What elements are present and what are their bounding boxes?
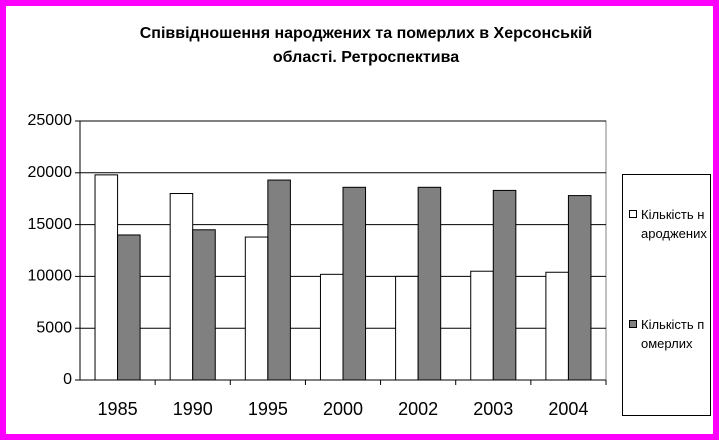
x-tick-label: 1995 [248, 399, 288, 419]
legend-swatch [629, 320, 637, 328]
x-tick-label: 2003 [473, 399, 513, 419]
legend: Кількість народжених Кількість померлих [622, 174, 711, 416]
legend-swatch [629, 210, 637, 218]
y-tick-label: 25000 [28, 112, 73, 129]
x-tick-label: 1985 [98, 399, 138, 419]
bar [342, 186, 367, 381]
legend-label: Кількість померлих [641, 317, 705, 351]
bar [244, 236, 269, 381]
legend-label: Кількість народжених [641, 207, 707, 241]
bar [117, 234, 141, 381]
y-tick-label: 10000 [28, 268, 73, 285]
x-tick-label: 2002 [398, 399, 438, 419]
bar [545, 271, 569, 381]
bar [319, 273, 344, 381]
legend-item: Кількість народжених [629, 205, 709, 243]
bar [169, 193, 194, 381]
bar [395, 275, 419, 381]
bar [192, 229, 216, 381]
chart-title: Співвідношення народжених та померлих в … [139, 25, 593, 66]
bar [94, 174, 119, 381]
y-tick-label: 5000 [36, 319, 72, 336]
bar [417, 186, 442, 381]
legend-item: Кількість померлих [629, 315, 709, 353]
y-tick-label: 15000 [28, 216, 73, 233]
bar [492, 189, 517, 381]
plot: 0 5000 10000 15000 20000 25000 1985 1990 1995 200… [28, 112, 607, 419]
y-tick-label: 0 [63, 371, 72, 388]
x-tick-label: 1990 [173, 399, 213, 419]
bar [267, 179, 291, 381]
bar [567, 195, 592, 381]
x-tick-label: 2004 [548, 399, 588, 419]
bar [470, 270, 494, 381]
y-tick-label: 20000 [28, 164, 73, 181]
x-tick-label: 2000 [323, 399, 363, 419]
